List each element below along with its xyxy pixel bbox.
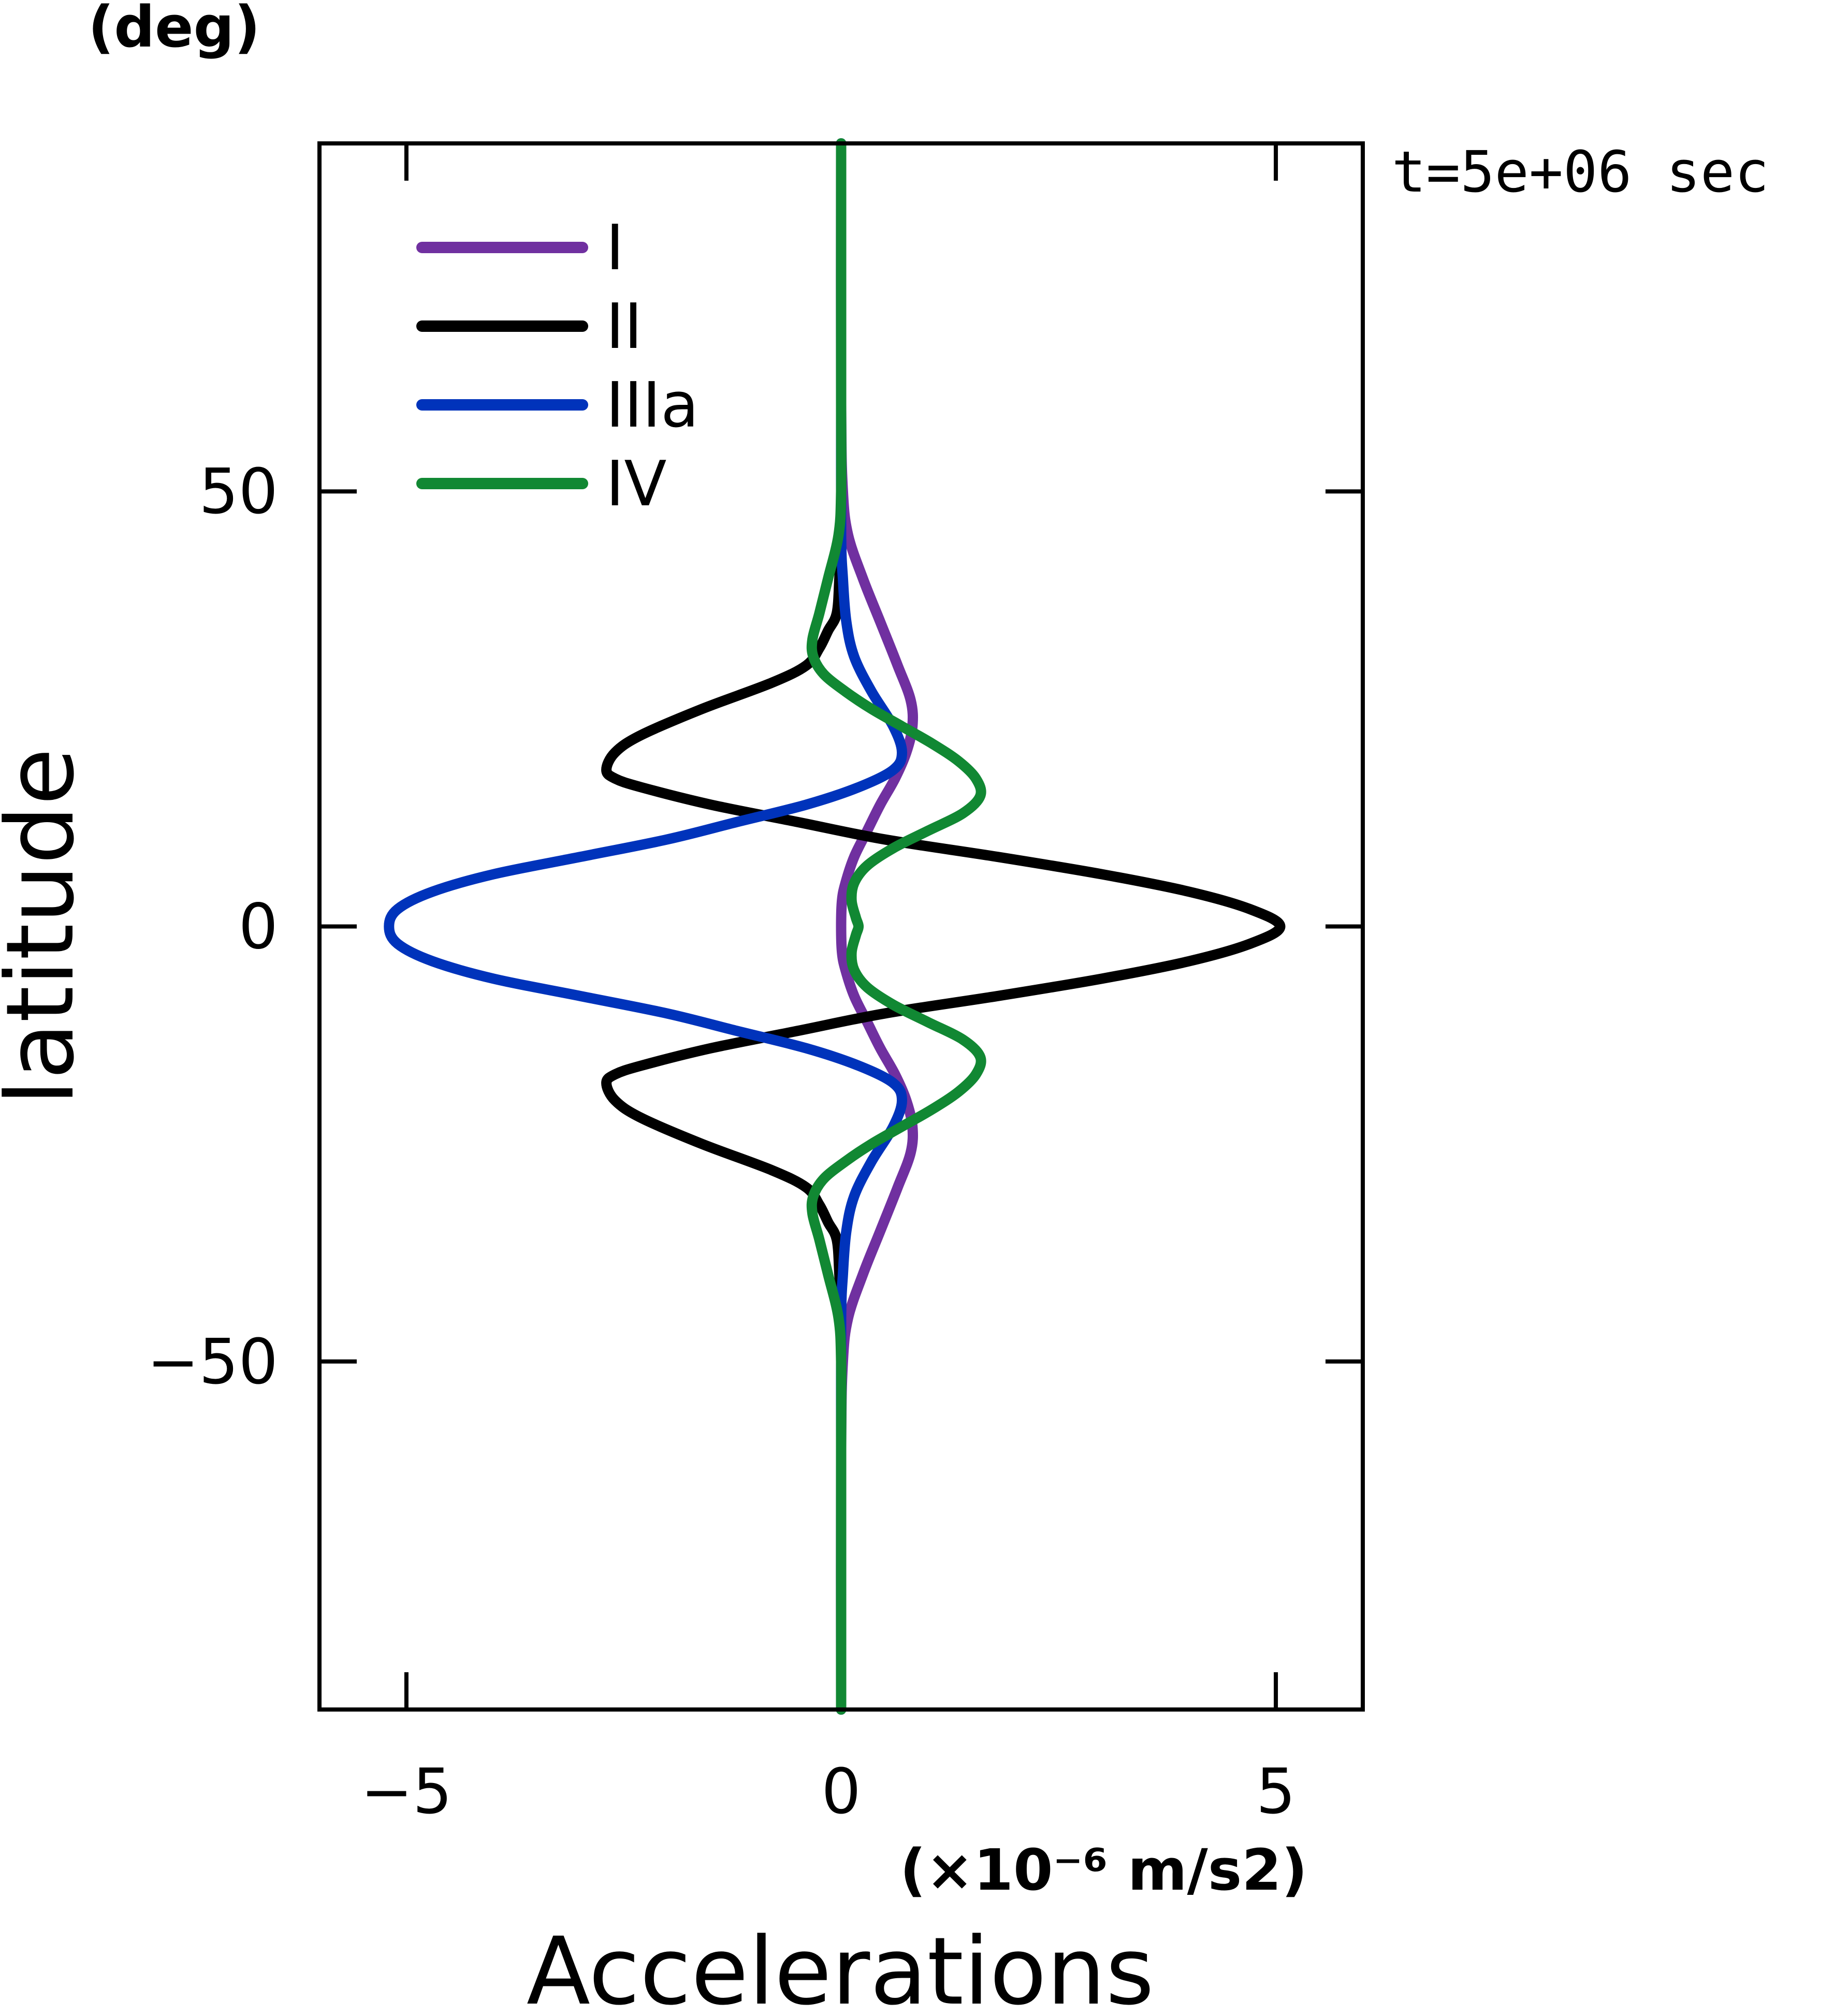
series-line-iv [806, 138, 986, 1715]
legend-label-iv: IV [606, 448, 666, 520]
x-axis-title: Accelerations [527, 1918, 1154, 2016]
series-line-i [836, 138, 919, 1715]
y-tick-label: 50 [199, 456, 278, 528]
legend-label-iiia: IIIa [606, 370, 699, 442]
y-tick-label: 0 [239, 892, 278, 963]
legend-label-i: I [606, 212, 624, 284]
x-tick-label: 0 [821, 1756, 861, 1828]
plot-frame [317, 141, 1365, 1712]
x-tick-label: 5 [1256, 1756, 1295, 1828]
series-line-iiia [384, 138, 907, 1715]
x-tick-label: −5 [360, 1756, 452, 1828]
y-tick-label: −50 [147, 1326, 278, 1398]
legend-label-ii: II [606, 291, 643, 363]
y-axis-title: latitude [0, 748, 95, 1106]
time-annotation: t=5e+06 sec [1392, 139, 1769, 205]
series-lines [384, 138, 1286, 1715]
y-unit-label: (deg) [88, 0, 260, 60]
series-line-ii [601, 138, 1286, 1715]
x-unit-label: (×10⁻⁶ m/s2) [900, 1837, 1307, 1903]
